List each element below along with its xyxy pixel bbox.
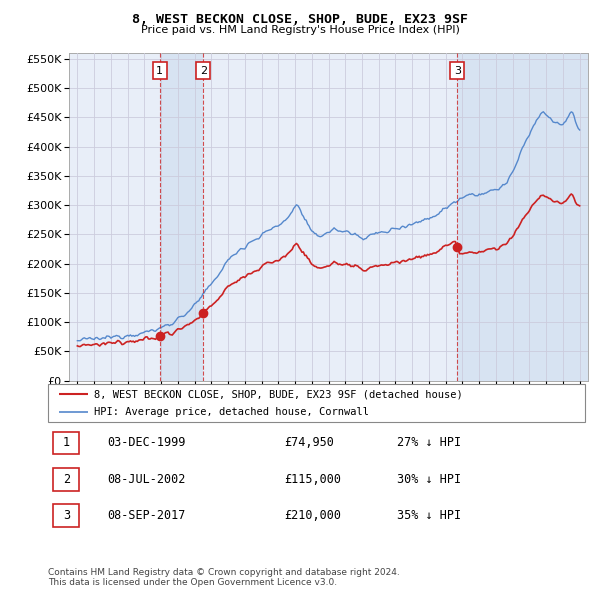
Text: 27% ↓ HPI: 27% ↓ HPI bbox=[397, 437, 461, 450]
FancyBboxPatch shape bbox=[53, 432, 79, 454]
Text: 3: 3 bbox=[62, 509, 70, 522]
Text: Contains HM Land Registry data © Crown copyright and database right 2024.
This d: Contains HM Land Registry data © Crown c… bbox=[48, 568, 400, 587]
Text: 08-SEP-2017: 08-SEP-2017 bbox=[107, 509, 185, 522]
Text: 2: 2 bbox=[62, 473, 70, 486]
Text: 1: 1 bbox=[156, 65, 163, 76]
Text: £74,950: £74,950 bbox=[284, 437, 334, 450]
Text: Price paid vs. HM Land Registry's House Price Index (HPI): Price paid vs. HM Land Registry's House … bbox=[140, 25, 460, 35]
Text: 1: 1 bbox=[62, 437, 70, 450]
Text: £115,000: £115,000 bbox=[284, 473, 341, 486]
Bar bbox=[160, 53, 203, 381]
Text: 03-DEC-1999: 03-DEC-1999 bbox=[107, 437, 185, 450]
Bar bbox=[457, 53, 588, 381]
FancyBboxPatch shape bbox=[48, 384, 585, 422]
FancyBboxPatch shape bbox=[53, 504, 79, 527]
Text: HPI: Average price, detached house, Cornwall: HPI: Average price, detached house, Corn… bbox=[94, 407, 368, 417]
Text: 2: 2 bbox=[200, 65, 207, 76]
Text: £210,000: £210,000 bbox=[284, 509, 341, 522]
Text: 30% ↓ HPI: 30% ↓ HPI bbox=[397, 473, 461, 486]
Text: 3: 3 bbox=[454, 65, 461, 76]
Text: 35% ↓ HPI: 35% ↓ HPI bbox=[397, 509, 461, 522]
Text: 8, WEST BECKON CLOSE, SHOP, BUDE, EX23 9SF (detached house): 8, WEST BECKON CLOSE, SHOP, BUDE, EX23 9… bbox=[94, 389, 463, 399]
FancyBboxPatch shape bbox=[53, 468, 79, 491]
Text: 08-JUL-2002: 08-JUL-2002 bbox=[107, 473, 185, 486]
Text: 8, WEST BECKON CLOSE, SHOP, BUDE, EX23 9SF: 8, WEST BECKON CLOSE, SHOP, BUDE, EX23 9… bbox=[132, 13, 468, 26]
